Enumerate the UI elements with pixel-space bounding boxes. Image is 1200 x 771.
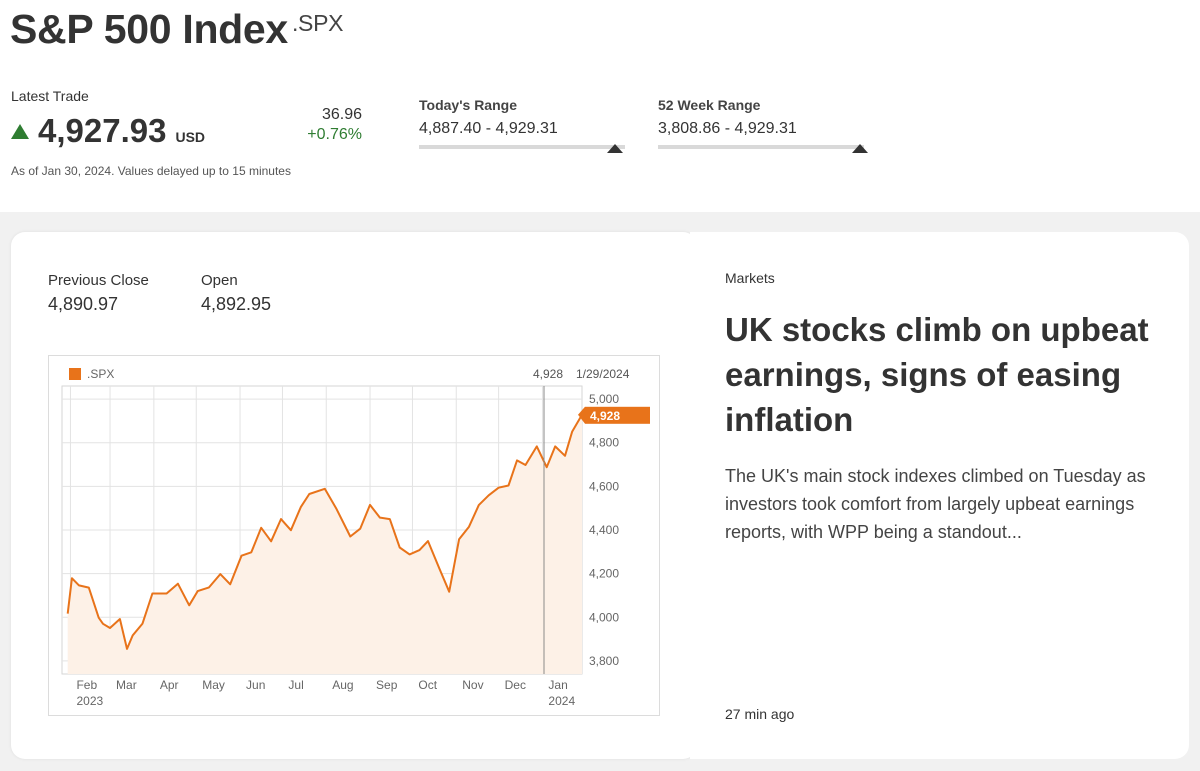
- x-tick-label: Jan: [548, 678, 567, 692]
- y-tick-label: 4,600: [589, 479, 619, 493]
- x-tick-year-label: 2023: [76, 694, 103, 708]
- open-label: Open: [201, 272, 238, 289]
- last-value-badge: [585, 406, 650, 424]
- x-tick-label: May: [202, 678, 225, 692]
- previous-close-value: 4,890.97: [48, 294, 119, 314]
- x-tick-label: Jun: [246, 678, 265, 692]
- news-timestamp: 27 min ago: [725, 706, 795, 722]
- todays-range-bar: [419, 144, 625, 153]
- index-name: S&P 500 Index: [10, 6, 288, 52]
- readout-date: 1/29/2024: [576, 367, 630, 381]
- currency-label: USD: [175, 129, 206, 145]
- news-card[interactable]: Markets UK stocks climb on upbeat earnin…: [690, 232, 1189, 759]
- week52-range: 52 Week Range 3,808.86 - 4,929.31: [658, 97, 868, 153]
- latest-price: 4,927.93: [38, 112, 167, 149]
- week52-range-bar: [658, 144, 868, 153]
- x-tick-label: Dec: [505, 678, 526, 692]
- price-chart[interactable]: 5,000 4,800 4,600 4,400 4,200 4,000 3,800 Feb 20…: [48, 355, 660, 716]
- legend-label: .SPX: [87, 367, 114, 381]
- latest-trade-label: Latest Trade: [11, 88, 89, 104]
- x-tick-label: Feb: [76, 678, 97, 692]
- x-tick-label: Oct: [418, 678, 437, 692]
- x-tick-label: Apr: [160, 678, 179, 692]
- y-tick-label: 4,400: [589, 523, 619, 537]
- legend-swatch: [69, 368, 81, 380]
- chart-card: Previous Close 4,890.97 Open 4,892.95 5,…: [11, 232, 697, 759]
- week52-range-label: 52 Week Range: [658, 97, 761, 113]
- ticker-symbol: .SPX: [291, 10, 344, 36]
- y-tick-label: 5,000: [589, 392, 619, 406]
- news-summary: The UK's main stock indexes climbed on T…: [725, 466, 1146, 542]
- latest-price-row: 4,927.93 USD: [11, 112, 205, 150]
- y-tick-label: 4,800: [589, 436, 619, 450]
- change-absolute: 36.96: [321, 106, 362, 123]
- readout-value: 4,928: [533, 367, 563, 381]
- series-line: [66, 414, 583, 650]
- week52-range-marker: [851, 144, 868, 153]
- x-tick-year-label: 2024: [548, 694, 575, 708]
- todays-range: Today's Range 4,887.40 - 4,929.31: [419, 97, 625, 153]
- open-value: 4,892.95: [201, 294, 272, 314]
- todays-range-value: 4,887.40 - 4,929.31: [419, 120, 558, 137]
- open: Open 4,892.95: [201, 272, 271, 315]
- y-tick-label: 4,200: [589, 567, 619, 581]
- news-section-label[interactable]: Markets: [725, 270, 775, 286]
- price-chart-svg[interactable]: 5,000 4,800 4,600 4,400 4,200 4,000 3,800 Feb 20…: [49, 356, 659, 715]
- quote-header: S&P 500 Index .SPX Latest Trade 4,927.93 …: [0, 0, 1200, 212]
- x-tick-label: Aug: [332, 678, 353, 692]
- last-value-label: 4,928: [590, 409, 620, 423]
- series-area: [67, 414, 582, 674]
- y-tick-label: 4,000: [589, 610, 619, 624]
- previous-close-label: Previous Close: [48, 272, 149, 289]
- todays-range-label: Today's Range: [419, 97, 517, 113]
- todays-range-marker: [606, 144, 623, 153]
- x-tick-label: Mar: [116, 678, 137, 692]
- y-tick-label: 3,800: [589, 654, 619, 668]
- up-arrow-icon: [11, 124, 29, 139]
- x-tick-label: Nov: [462, 678, 483, 692]
- last-value-pointer: [578, 406, 585, 424]
- page-title: S&P 500 Index .SPX: [10, 6, 343, 53]
- change-percent: +0.76%: [307, 126, 362, 143]
- as-of-note: As of Jan 30, 2024. Values delayed up to…: [11, 164, 291, 178]
- x-tick-label: Sep: [376, 678, 398, 692]
- x-tick-label: Jul: [288, 678, 303, 692]
- week52-range-value: 3,808.86 - 4,929.31: [658, 120, 797, 137]
- news-headline[interactable]: UK stocks climb on upbeat earnings, sign…: [725, 311, 1149, 438]
- previous-close: Previous Close 4,890.97: [48, 272, 149, 315]
